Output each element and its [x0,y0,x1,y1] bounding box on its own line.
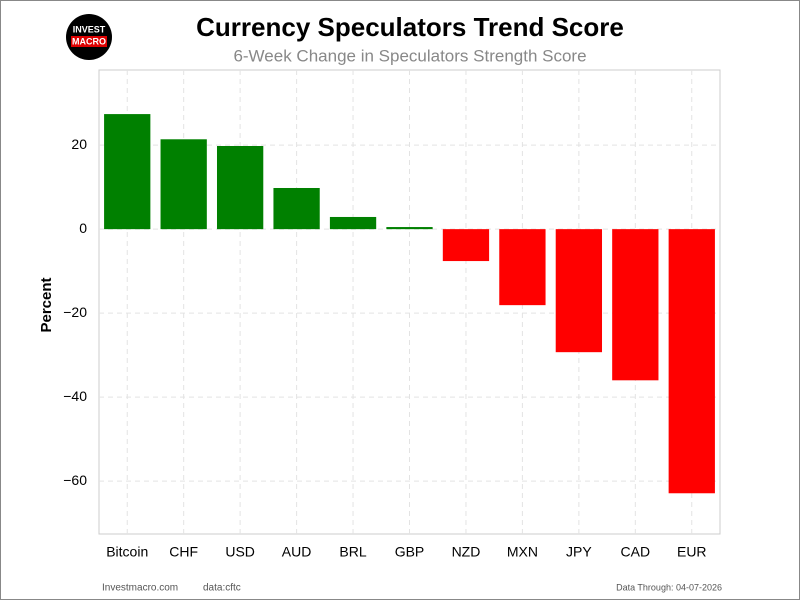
x-tick-label: MXN [507,544,538,560]
footer-date: Data Through: 04-07-2026 [616,582,722,592]
x-tick-label: Bitcoin [106,544,148,560]
bar [386,227,433,230]
bar [555,229,603,353]
bar [668,229,715,494]
logo-text: INVEST [73,24,106,34]
y-tick-label: −40 [63,388,87,404]
footer-site: Investmacro.com [102,583,178,594]
y-tick-label: −20 [63,304,87,320]
y-tick-label: 0 [79,220,87,236]
logo-text: MACRO [72,36,106,46]
y-tick-label: 20 [71,136,87,152]
bar [499,229,546,306]
bar [104,114,151,230]
bar [442,229,490,262]
x-tick-label: JPY [566,544,592,560]
x-tick-label: EUR [677,544,707,560]
bar [216,146,264,230]
x-tick-label: NZD [452,544,481,560]
footer-source: data:cftc [203,583,241,594]
logo-band [71,36,107,47]
bar [273,187,320,230]
y-axis-label: Percent [38,277,55,332]
x-tick-label: USD [225,544,255,560]
chart-subtitle: 6-Week Change in Speculators Strength Sc… [233,46,586,65]
bar [612,229,659,381]
x-tick-label: AUD [282,544,312,560]
bar [160,139,207,230]
x-tick-label: BRL [339,544,366,560]
x-tick-label: GBP [395,544,425,560]
chart-title: Currency Speculators Trend Score [196,12,624,42]
x-tick-label: CAD [621,544,651,560]
y-tick-label: −60 [63,472,87,488]
x-tick-label: CHF [169,544,198,560]
bar [329,216,377,230]
